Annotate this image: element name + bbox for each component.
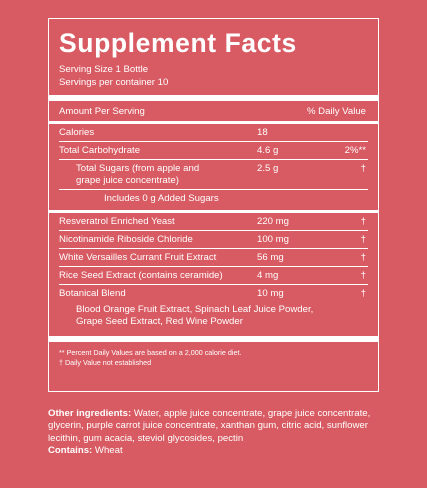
ingredient-dv: † — [360, 270, 366, 281]
ingredient-dv: † — [360, 234, 366, 245]
nutrient-name-line: Total Sugars (from apple and — [76, 163, 200, 174]
nutrient-amount: 18 — [257, 127, 268, 138]
nutrient-dv: 2%** — [344, 145, 366, 156]
footnote-percent: ** Percent Daily Values are based on a 2… — [59, 348, 242, 357]
ingredient-amount: 10 mg — [257, 288, 284, 299]
ingredient-row: Nicotinamide Riboside Chloride 100 mg † — [59, 230, 368, 248]
medium-divider — [49, 210, 378, 213]
column-header: Amount Per Serving % Daily Value — [59, 101, 368, 121]
ingredient-row: Resveratrol Enriched Yeast 220 mg † — [59, 213, 368, 230]
ingredient-row-botanical-blend: Botanical Blend 10 mg † — [59, 284, 368, 302]
ingredient-amount: 56 mg — [257, 252, 284, 263]
thick-divider — [49, 336, 378, 342]
other-ingredients: Other ingredients: Water, apple juice co… — [48, 408, 383, 457]
ingredient-name: Resveratrol Enriched Yeast — [59, 216, 175, 227]
nutrient-name: Calories — [59, 127, 95, 138]
amount-per-serving-label: Amount Per Serving — [59, 106, 145, 117]
nutrient-dv: † — [360, 163, 366, 174]
blend-line: Grape Seed Extract, Red Wine Powder — [76, 316, 243, 327]
ingredient-dv: † — [360, 216, 366, 227]
footnotes: ** Percent Daily Values are based on a 2… — [59, 342, 368, 368]
nutrient-row-carbohydrate: Total Carbohydrate 4.6 g 2%** — [59, 141, 368, 159]
ingredient-row: White Versailles Currant Fruit Extract 5… — [59, 248, 368, 266]
contains-list: Wheat — [92, 444, 123, 456]
daily-value-label: % Daily Value — [306, 106, 366, 117]
nutrient-row-added-sugars: Includes 0 g Added Sugars — [59, 189, 368, 210]
ingredient-dv: † — [360, 288, 366, 299]
nutrient-row-calories: Calories 18 — [59, 124, 368, 141]
ingredient-dv: † — [360, 252, 366, 263]
ingredient-name: Rice Seed Extract (contains ceramide) — [59, 270, 223, 281]
blend-line: Blood Orange Fruit Extract, Spinach Leaf… — [76, 304, 314, 315]
other-ingredients-list: Water, apple juice concentrate, grape ju… — [48, 408, 371, 444]
ingredient-row: Rice Seed Extract (contains ceramide) 4 … — [59, 266, 368, 284]
nutrient-name: Total Sugars (from apple and grape juice… — [59, 163, 257, 187]
ingredient-amount: 100 mg — [257, 234, 289, 245]
contains-label: Contains: — [48, 444, 93, 456]
contains-text: Contains: Wheat — [48, 445, 383, 457]
ingredient-name: White Versailles Currant Fruit Extract — [59, 252, 217, 263]
nutrient-name: Total Carbohydrate — [59, 145, 141, 156]
nutrient-row-total-sugars: Total Sugars (from apple and grape juice… — [59, 159, 368, 189]
other-ingredients-label: Other ingredients: — [48, 408, 132, 419]
nutrient-name-line: grape juice concentrate) — [76, 175, 179, 186]
footnote-dagger: † Daily Value not established — [59, 358, 152, 367]
supplement-facts-panel: Supplement Facts Serving Size 1 Bottle S… — [48, 18, 379, 392]
nutrient-name: Includes 0 g Added Sugars — [104, 193, 219, 204]
ingredient-amount: 220 mg — [257, 216, 289, 227]
serving-size: Serving Size 1 Bottle — [59, 64, 149, 75]
medium-divider — [49, 121, 378, 124]
ingredient-amount: 4 mg — [257, 270, 279, 281]
ingredient-name: Nicotinamide Riboside Chloride — [59, 234, 193, 245]
panel-title: Supplement Facts — [59, 28, 297, 58]
servings-per-container: Servings per container 10 — [59, 77, 169, 88]
botanical-blend-list: Blood Orange Fruit Extract, Spinach Leaf… — [59, 302, 368, 336]
nutrient-amount: 2.5 g — [257, 163, 279, 174]
other-ingredients-text: Other ingredients: Water, apple juice co… — [48, 408, 383, 445]
thick-divider — [49, 95, 378, 101]
nutrient-amount: 4.6 g — [257, 145, 279, 156]
ingredient-name: Botanical Blend — [59, 288, 126, 299]
